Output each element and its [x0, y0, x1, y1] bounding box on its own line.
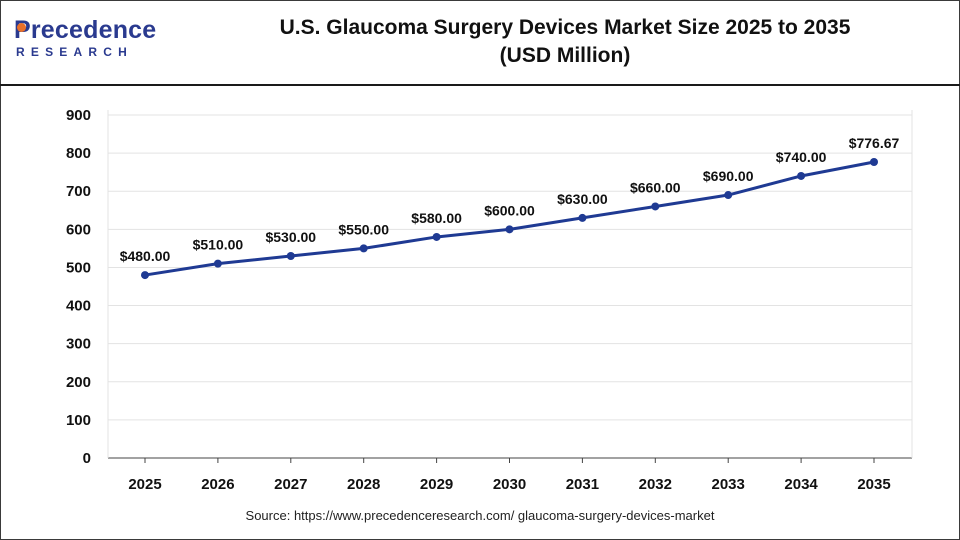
data-label-2026: $510.00 — [193, 237, 244, 253]
chart-title: U.S. Glaucoma Surgery Devices Market Siz… — [200, 14, 930, 70]
gridlines — [108, 114, 912, 421]
data-point-2027 — [286, 252, 295, 261]
y-tick-label-300: 300 — [66, 336, 91, 353]
y-tick-label-800: 800 — [66, 145, 91, 162]
x-tick-label-2026: 2026 — [201, 476, 234, 493]
data-label-2032: $660.00 — [630, 179, 681, 195]
data-point-2025 — [141, 271, 149, 280]
chart-title-line-2: (USD Million) — [499, 44, 631, 67]
x-tick-label-2027: 2027 — [274, 476, 307, 493]
x-tick-label-2028: 2028 — [347, 476, 380, 493]
chart-title-line-1: U.S. Glaucoma Surgery Devices Market Siz… — [279, 16, 851, 39]
logo-subtitle: RESEARCH — [16, 45, 133, 59]
data-label-2025: $480.00 — [120, 248, 171, 264]
data-point-2032 — [651, 202, 660, 211]
data-point-2029 — [432, 232, 441, 241]
data-point-2035 — [870, 158, 878, 167]
data-label-2031: $630.00 — [557, 191, 608, 207]
data-label-2035: $776.67 — [849, 135, 900, 151]
y-tick-label-100: 100 — [66, 412, 91, 429]
data-label-2030: $600.00 — [484, 202, 535, 218]
x-tick-label-2034: 2034 — [784, 476, 818, 493]
y-axis-tick-labels: 0 100 200 300 400 500 600 700 800 900 — [66, 107, 91, 467]
data-point-2026 — [213, 259, 222, 268]
data-points — [141, 158, 878, 280]
y-tick-label-900: 900 — [66, 107, 91, 124]
data-label-2029: $580.00 — [411, 210, 462, 226]
y-tick-label-0: 0 — [83, 450, 91, 467]
data-label-2033: $690.00 — [703, 168, 754, 184]
data-point-2028 — [359, 244, 368, 253]
data-labels: $480.00 $510.00 $530.00 $550.00 $580.00 $600.… — [120, 135, 900, 264]
data-point-2031 — [578, 213, 587, 222]
x-tick-label-2035: 2035 — [857, 476, 890, 493]
x-tick-label-2030: 2030 — [493, 476, 526, 493]
x-tick-label-2029: 2029 — [420, 476, 453, 493]
data-label-2028: $550.00 — [338, 221, 389, 237]
series-line — [143, 160, 876, 277]
y-tick-label-500: 500 — [66, 259, 91, 276]
data-point-2033 — [724, 191, 733, 200]
x-tick-label-2025: 2025 — [128, 476, 161, 493]
y-tick-label-400: 400 — [66, 298, 91, 315]
data-point-2030 — [505, 225, 514, 234]
x-tick-label-2033: 2033 — [712, 476, 745, 493]
y-tick-label-700: 700 — [66, 183, 91, 200]
axes — [107, 110, 913, 459]
data-label-2027: $530.00 — [265, 229, 316, 245]
data-label-2034: $740.00 — [776, 149, 827, 165]
x-tick-label-2032: 2032 — [639, 476, 672, 493]
series-line-path — [143, 160, 876, 277]
logo-accent-dot — [17, 23, 26, 32]
source-note: Source: https://www.precedenceresearch.c… — [245, 508, 715, 523]
x-axis-tick-labels: 2025 2026 2027 2028 2029 2030 2031 2032 2033 2034… — [128, 458, 891, 493]
y-tick-label-600: 600 — [66, 221, 91, 238]
data-point-2034 — [797, 171, 806, 180]
precedence-research-logo: Precedence RESEARCH — [14, 16, 164, 64]
y-tick-label-200: 200 — [66, 374, 91, 391]
x-tick-label-2031: 2031 — [566, 476, 599, 493]
header: Precedence RESEARCH U.S. Glaucoma Surger… — [0, 0, 960, 86]
